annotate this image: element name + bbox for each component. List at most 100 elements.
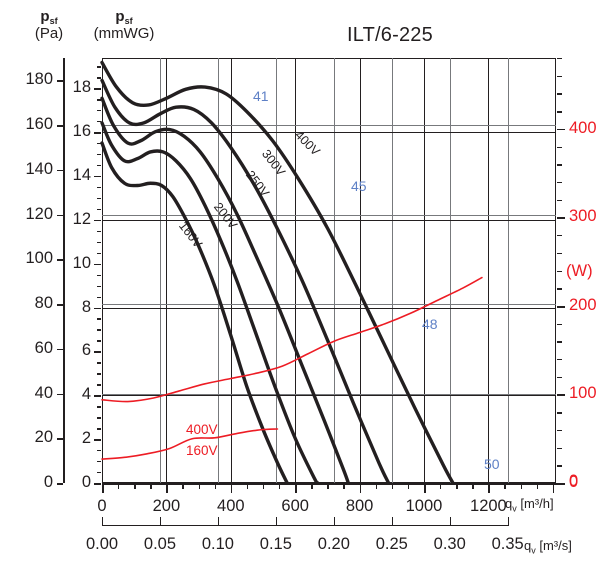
- axis-label-m3h: 1000: [405, 497, 443, 515]
- axis-tick-w: [557, 394, 565, 397]
- axis-tick-m3h-minor: [262, 484, 265, 489]
- vertical-gridline: [166, 58, 168, 483]
- efficiency-label-50: 50: [484, 456, 500, 472]
- axis-tick-m3h-minor: [311, 484, 313, 489]
- left-axis-header-mmwg: psf (mmWG): [78, 8, 170, 43]
- axis-tick-mmwg-minor: [97, 296, 101, 298]
- right-axis-label-zero: 0: [569, 472, 579, 490]
- axis-tick-m3h-minor: [472, 484, 474, 489]
- axis-tick-mmwg: [94, 439, 101, 441]
- axis-tick-mmwg-minor: [97, 77, 101, 79]
- bottom-axis-label-m3h: qv [m³/h]: [505, 496, 554, 514]
- axis-label-m3s: 0.30: [433, 535, 466, 553]
- plot-area: [100, 58, 556, 485]
- efficiency-label-41: 41: [253, 88, 269, 104]
- qv-unit-h: [m³/h]: [520, 496, 554, 511]
- horizontal-gridline-minor: [102, 214, 556, 216]
- axis-label-pa: 20: [34, 428, 53, 447]
- axis-tick-m3s: [333, 517, 336, 525]
- axis-tick-mmwg-minor: [97, 186, 101, 189]
- axis-line-m3s: [102, 525, 510, 527]
- axis-tick-w-minor: [557, 412, 562, 414]
- axis-tick-pa: [57, 304, 63, 306]
- axis-tick-mmwg-minor: [97, 241, 101, 244]
- left-axis-header-pa: psf (Pa): [18, 8, 80, 43]
- vertical-gridline-minor: [217, 58, 219, 483]
- axis-tick-w-minor: [557, 270, 562, 272]
- horizontal-gridline: [102, 219, 556, 221]
- axis-tick-m3h: [488, 484, 490, 493]
- plot-frame: [102, 58, 556, 483]
- qv-symbol-s: q: [524, 538, 532, 553]
- axis-tick-w-minor: [557, 164, 562, 166]
- axis-label-m3s: 0.20: [317, 535, 350, 553]
- axis-tick-m3h-minor: [214, 484, 217, 489]
- axis-tick-mmwg-minor: [97, 329, 101, 331]
- bottom-axis-label-m3s: qv [m³/s]: [524, 538, 572, 556]
- axis-tick-mmwg-minor: [97, 406, 101, 408]
- psf-sub-mmwg: sf: [124, 16, 133, 26]
- axis-tick-w-minor: [557, 58, 562, 60]
- axis-tick-mmwg: [94, 395, 101, 397]
- axis-tick-m3h-minor: [327, 484, 329, 489]
- axis-label-mmwg: 10: [72, 253, 91, 272]
- vertical-gridline-minor: [507, 58, 509, 483]
- axis-tick-m3s: [217, 517, 220, 525]
- vertical-gridline-minor: [159, 58, 161, 483]
- axis-label-w: 200: [569, 295, 597, 314]
- axis-tick-m3h: [166, 484, 168, 493]
- axis-tick-m3s: [391, 517, 394, 525]
- axis-label-m3s: 0.00: [85, 535, 119, 553]
- axis-tick-mmwg-minor: [97, 66, 101, 68]
- axis-tick-w-minor: [557, 341, 562, 343]
- axis-label-pa: 160: [25, 115, 53, 134]
- axis-tick-mmwg-minor: [97, 373, 101, 375]
- axis-label-m3s: 0.35: [491, 535, 524, 553]
- power-curve-160V: [101, 428, 279, 460]
- axis-tick-mmwg-minor: [97, 318, 101, 320]
- axis-tick-m3h-minor: [182, 484, 184, 489]
- axis-tick-mmwg: [94, 263, 101, 266]
- axis-tick-mmwg: [94, 219, 101, 222]
- axis-label-m3h: 200: [152, 497, 181, 515]
- axis-tick-mmwg-minor: [97, 230, 101, 233]
- axis-label-pa: 60: [34, 338, 53, 357]
- axis-tick-m3h-minor: [520, 484, 522, 489]
- left-axis-unit-pa: (Pa): [34, 25, 64, 43]
- axis-tick-mmwg-minor: [97, 461, 101, 463]
- axis-tick-m3s: [102, 517, 104, 525]
- axis-tick-w: [557, 128, 565, 131]
- axis-label-m3h: 600: [281, 497, 309, 515]
- axis-label-pa: 140: [25, 159, 53, 178]
- axis-tick-m3h-minor: [504, 484, 506, 489]
- axis-tick-w-minor: [557, 111, 562, 113]
- axis-tick-m3h-minor: [343, 484, 345, 489]
- axis-label-pa: 0: [43, 473, 53, 491]
- axis-tick-m3h-minor: [456, 484, 458, 489]
- vertical-gridline-minor: [333, 58, 335, 483]
- chart-title: ILT/6-225: [347, 24, 433, 46]
- axis-tick-pa: [57, 438, 63, 440]
- axis-tick-mmwg-minor: [97, 450, 101, 452]
- right-axis-unit-w: (W): [566, 262, 593, 280]
- vertical-gridline-minor: [275, 58, 277, 483]
- axis-label-pa: 100: [25, 249, 53, 268]
- psf-symbol-pa: p: [40, 8, 50, 25]
- power-curve-400V: [101, 276, 483, 403]
- axis-tick-m3s: [507, 517, 510, 525]
- axis-tick-m3h-minor: [150, 484, 152, 489]
- axis-tick-m3h-minor: [536, 484, 539, 489]
- power-curve-label-160V: 160V: [186, 443, 218, 458]
- axis-label-w: 400: [569, 118, 597, 137]
- axis-label-m3s: 0.25: [375, 535, 408, 553]
- qv-sub-s: v: [531, 545, 536, 556]
- axis-tick-mmwg-minor: [97, 384, 101, 386]
- axis-tick-mmwg-minor: [97, 208, 101, 211]
- axis-tick-mmwg-minor: [97, 110, 101, 112]
- qv-sub-h: v: [512, 503, 517, 514]
- axis-tick-w-minor: [557, 235, 562, 237]
- horizontal-gridline-minor: [102, 304, 556, 306]
- axis-tick-mmwg-minor: [97, 472, 101, 474]
- axis-tick-m3h-minor: [279, 484, 281, 489]
